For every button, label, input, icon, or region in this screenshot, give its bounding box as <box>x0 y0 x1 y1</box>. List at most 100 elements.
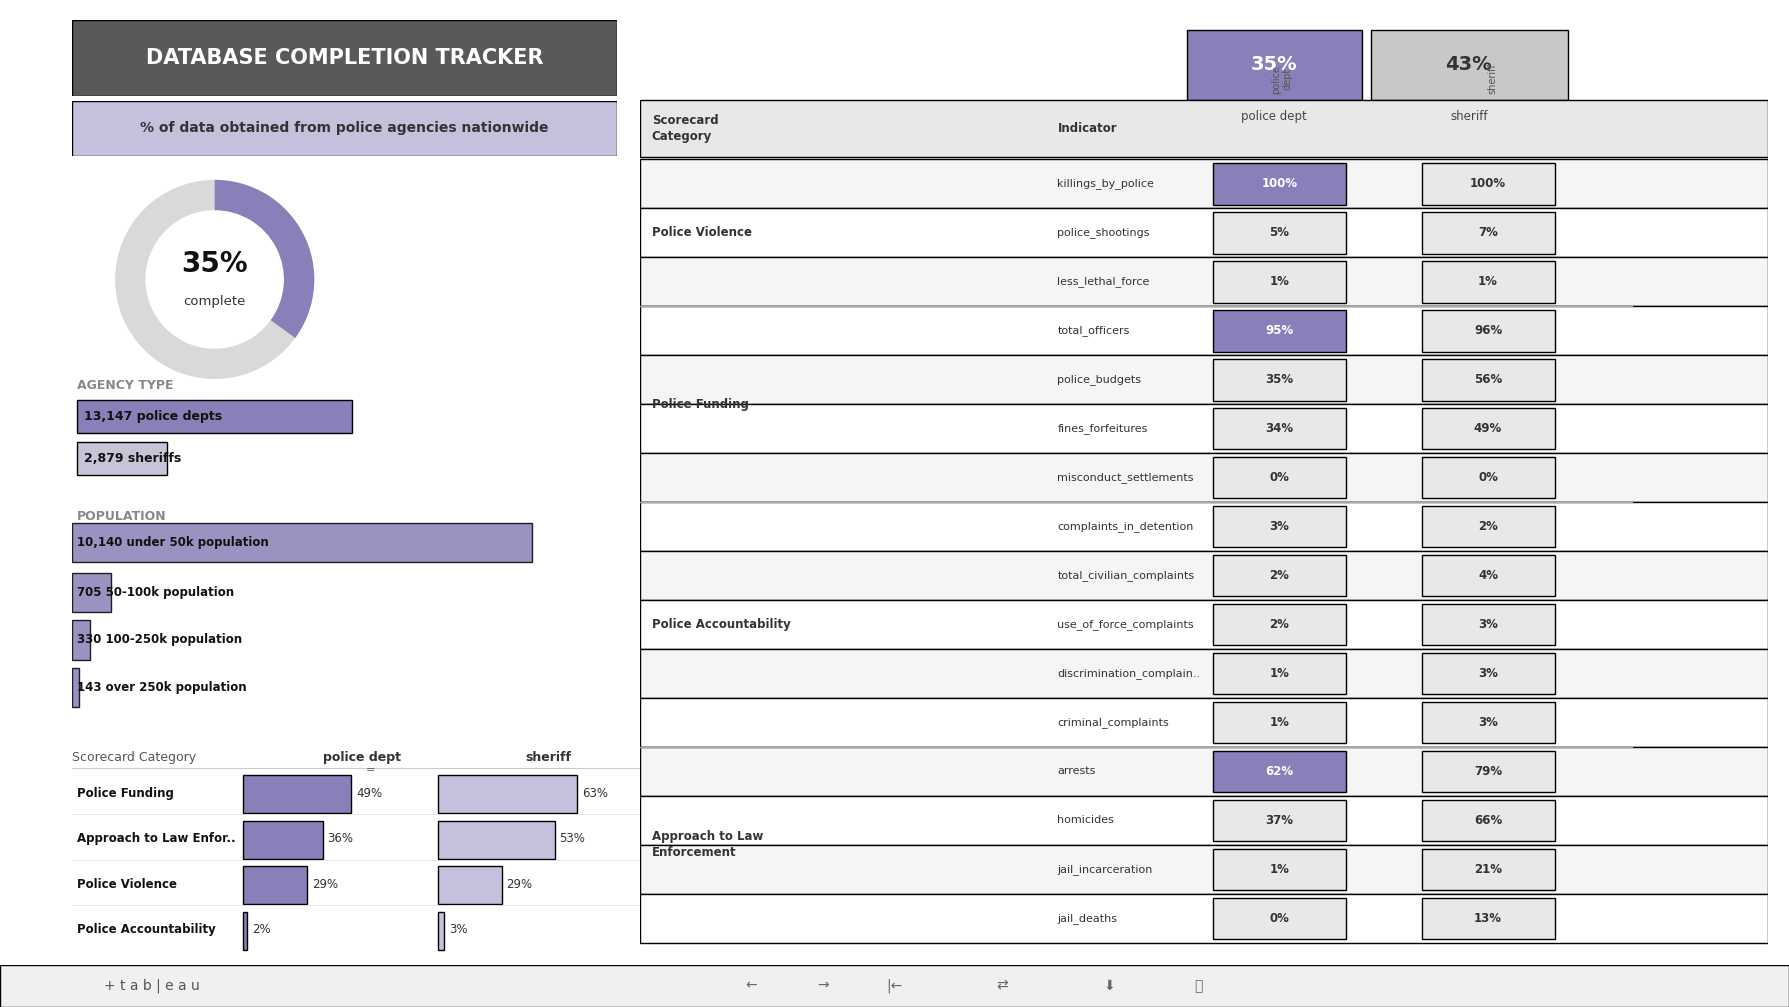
FancyBboxPatch shape <box>1422 359 1555 401</box>
Text: |←: |← <box>886 979 903 993</box>
FancyBboxPatch shape <box>1422 604 1555 645</box>
Text: 2,879 sheriffs: 2,879 sheriffs <box>84 452 181 465</box>
Text: 1%: 1% <box>1270 275 1290 288</box>
FancyBboxPatch shape <box>1422 751 1555 793</box>
Text: 13%: 13% <box>1474 912 1503 924</box>
Text: fines_forfeitures: fines_forfeitures <box>1057 423 1149 434</box>
FancyBboxPatch shape <box>77 400 352 433</box>
FancyBboxPatch shape <box>1422 555 1555 596</box>
FancyBboxPatch shape <box>1422 310 1555 351</box>
Text: 0%: 0% <box>1478 471 1497 484</box>
Text: Police Funding: Police Funding <box>77 786 174 800</box>
Text: 4%: 4% <box>1478 569 1497 582</box>
Text: 95%: 95% <box>1265 324 1293 337</box>
Text: homicides: homicides <box>1057 816 1115 826</box>
FancyBboxPatch shape <box>1213 702 1345 743</box>
FancyBboxPatch shape <box>72 620 89 660</box>
FancyBboxPatch shape <box>640 551 1768 600</box>
FancyBboxPatch shape <box>1422 653 1555 694</box>
FancyBboxPatch shape <box>1213 261 1345 302</box>
Text: 29%: 29% <box>506 878 533 891</box>
FancyBboxPatch shape <box>1188 29 1361 100</box>
Text: jail_deaths: jail_deaths <box>1057 913 1118 923</box>
Text: 56%: 56% <box>1474 374 1503 387</box>
Text: criminal_complaints: criminal_complaints <box>1057 717 1170 728</box>
FancyBboxPatch shape <box>1213 604 1345 645</box>
FancyBboxPatch shape <box>243 912 247 950</box>
Text: 2%: 2% <box>252 923 270 937</box>
Wedge shape <box>114 180 315 379</box>
Text: sheriff: sheriff <box>1487 62 1497 94</box>
Text: 2%: 2% <box>1478 521 1497 533</box>
FancyBboxPatch shape <box>72 523 533 562</box>
FancyBboxPatch shape <box>640 453 1768 502</box>
FancyBboxPatch shape <box>640 698 1768 747</box>
Text: 49%: 49% <box>1474 422 1503 435</box>
Text: 3%: 3% <box>1270 521 1290 533</box>
Text: 2%: 2% <box>1270 569 1290 582</box>
Text: 96%: 96% <box>1474 324 1503 337</box>
Text: 37%: 37% <box>1265 814 1293 827</box>
Text: 1%: 1% <box>1270 667 1290 680</box>
Text: 3%: 3% <box>1478 667 1497 680</box>
Text: 1%: 1% <box>1270 863 1290 876</box>
Text: Police Violence: Police Violence <box>651 227 751 240</box>
FancyBboxPatch shape <box>640 208 1768 258</box>
Text: Scorecard
Category: Scorecard Category <box>651 114 719 143</box>
FancyBboxPatch shape <box>1213 897 1345 940</box>
Text: + t a b | e a u: + t a b | e a u <box>104 979 200 993</box>
Text: sheriff: sheriff <box>526 750 571 763</box>
FancyBboxPatch shape <box>438 821 555 859</box>
Text: 5%: 5% <box>1270 227 1290 240</box>
Text: 7%: 7% <box>1478 227 1497 240</box>
Text: Scorecard Category: Scorecard Category <box>72 750 195 763</box>
Text: 0%: 0% <box>1270 912 1290 924</box>
Text: ⬜: ⬜ <box>1195 979 1202 993</box>
Text: discrimination_complain..: discrimination_complain.. <box>1057 668 1200 679</box>
FancyBboxPatch shape <box>640 306 1768 355</box>
Text: 705 50-100k population: 705 50-100k population <box>77 586 234 599</box>
Text: 330 100-250k population: 330 100-250k population <box>77 633 242 646</box>
Text: 53%: 53% <box>560 833 585 845</box>
Text: Approach to Law Enfor..: Approach to Law Enfor.. <box>77 833 236 845</box>
FancyBboxPatch shape <box>438 912 444 950</box>
Text: police dept: police dept <box>1242 110 1306 123</box>
Text: Police Violence: Police Violence <box>77 878 177 891</box>
FancyBboxPatch shape <box>640 355 1768 404</box>
FancyBboxPatch shape <box>1422 702 1555 743</box>
FancyBboxPatch shape <box>640 650 1768 698</box>
FancyBboxPatch shape <box>1213 653 1345 694</box>
FancyBboxPatch shape <box>1422 408 1555 449</box>
FancyBboxPatch shape <box>1422 506 1555 548</box>
FancyBboxPatch shape <box>1422 212 1555 254</box>
FancyBboxPatch shape <box>1213 506 1345 548</box>
Text: 2%: 2% <box>1270 618 1290 631</box>
Text: 79%: 79% <box>1474 765 1503 778</box>
FancyBboxPatch shape <box>1213 359 1345 401</box>
Text: 35%: 35% <box>1251 55 1297 75</box>
Text: 3%: 3% <box>1478 618 1497 631</box>
FancyBboxPatch shape <box>1422 163 1555 204</box>
Text: 143 over 250k population: 143 over 250k population <box>77 681 247 694</box>
Text: ←: ← <box>746 979 757 993</box>
Text: 63%: 63% <box>581 786 608 800</box>
Text: arrests: arrests <box>1057 766 1097 776</box>
FancyBboxPatch shape <box>640 502 1768 551</box>
Text: 21%: 21% <box>1474 863 1503 876</box>
FancyBboxPatch shape <box>640 159 1768 208</box>
FancyBboxPatch shape <box>1422 849 1555 890</box>
FancyBboxPatch shape <box>438 775 578 814</box>
FancyBboxPatch shape <box>1213 849 1345 890</box>
Text: Approach to Law
Enforcement: Approach to Law Enforcement <box>651 831 764 859</box>
FancyBboxPatch shape <box>72 20 617 96</box>
Text: police_shootings: police_shootings <box>1057 228 1150 239</box>
Text: 100%: 100% <box>1471 177 1506 190</box>
FancyBboxPatch shape <box>640 600 1768 650</box>
FancyBboxPatch shape <box>1213 457 1345 498</box>
Text: 62%: 62% <box>1265 765 1293 778</box>
FancyBboxPatch shape <box>640 796 1768 845</box>
FancyBboxPatch shape <box>1213 751 1345 793</box>
Text: DATABASE COMPLETION TRACKER: DATABASE COMPLETION TRACKER <box>145 48 544 67</box>
FancyBboxPatch shape <box>77 442 166 474</box>
Text: 1%: 1% <box>1478 275 1497 288</box>
